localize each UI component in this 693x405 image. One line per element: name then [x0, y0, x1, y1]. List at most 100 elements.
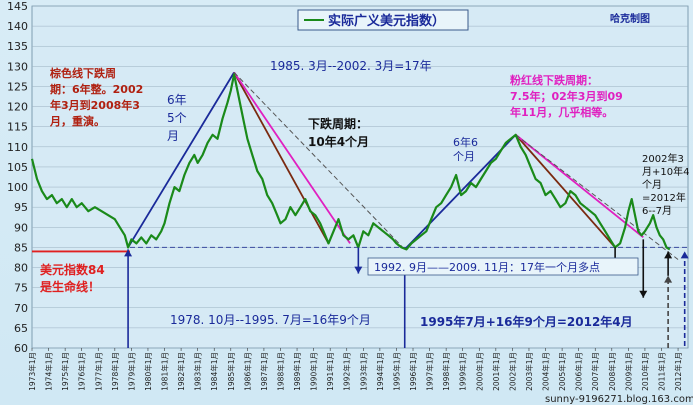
author-label: 哈克制图 — [610, 12, 650, 25]
x-tick-label: 2007年1月 — [590, 352, 600, 391]
annotation-life-line-1: 是生命线！ — [39, 279, 100, 294]
x-tick-label: 1977年1月 — [93, 352, 103, 391]
x-tick-label: 1989年1月 — [292, 352, 302, 391]
y-tick-label: 70 — [14, 302, 28, 315]
annotation-pink-line-0: 粉红线下跌周期： — [510, 73, 598, 87]
y-tick-label: 65 — [14, 322, 28, 335]
x-tick-label: 1995年1月 — [391, 352, 401, 391]
x-tick-label: 2002年1月 — [507, 352, 517, 391]
x-tick-label: 2006年1月 — [574, 352, 584, 391]
annotation-projection-line-0: 2002年3 — [642, 152, 684, 165]
x-tick-label: 1982年1月 — [176, 352, 186, 391]
x-tick-label: 1996年1月 — [408, 352, 418, 391]
annotation-brown-line-0: 棕色线下跌周 — [49, 66, 116, 80]
annotation-bottom2-line-0: 1995年7月+16年9个月=2012年4月 — [420, 314, 633, 329]
y-tick-label: 75 — [14, 282, 28, 295]
annotation-projection-line-2: 个月 — [642, 179, 662, 191]
annotation-down-line-1: 10年4个月 — [308, 134, 369, 149]
x-tick-label: 1976年1月 — [77, 352, 87, 391]
y-tick-label: 90 — [14, 221, 28, 234]
x-tick-label: 1992年1月 — [342, 352, 352, 391]
x-tick-label: 2000年1月 — [474, 352, 484, 391]
annotation-box-bg — [367, 257, 639, 276]
arrow-2012-head — [680, 251, 689, 259]
trend-line-6 — [515, 134, 644, 239]
y-tick-label: 135 — [7, 40, 28, 53]
trend-line-2 — [233, 71, 330, 244]
annotation-up1-line-2: 月 — [167, 129, 179, 143]
x-tick-label: 1975年1月 — [60, 352, 70, 391]
x-tick-label: 1983年1月 — [193, 352, 203, 391]
x-tick-label: 2001年1月 — [491, 352, 501, 391]
arrow-1992-head — [354, 266, 363, 274]
y-tick-label: 125 — [7, 80, 28, 93]
x-tick-label: 1973年1月 — [27, 352, 37, 391]
y-tick-label: 85 — [14, 241, 28, 254]
y-tick-label: 80 — [14, 262, 28, 275]
y-tick-label: 115 — [7, 121, 28, 134]
x-tick-label: 2003年1月 — [524, 352, 534, 391]
annotation-down-line-0: 下跌周期： — [308, 116, 368, 131]
x-tick-label: 1986年1月 — [242, 352, 252, 391]
x-tick-label: 1988年1月 — [275, 352, 285, 391]
x-tick-label: 1999年1月 — [458, 352, 468, 391]
arrow-2011-head — [664, 251, 673, 259]
title-box — [297, 9, 469, 31]
x-tick-label: 2008年1月 — [607, 352, 617, 391]
annotation-pink-line-1: 7.5年；02年3月到09 — [510, 89, 623, 103]
annotation-life-line-0: 美元指数84 — [40, 262, 105, 277]
x-tick-label: 2005年1月 — [557, 352, 567, 391]
watermark: sunny-9196271.blog.163.com — [545, 394, 693, 405]
trend-line-4 — [233, 72, 406, 250]
x-tick-label: 1987年1月 — [259, 352, 269, 391]
plot-area — [31, 5, 689, 349]
annotation-projection-line-4: 6--7月 — [642, 205, 672, 217]
x-tick-label: 1978年1月 — [110, 352, 120, 391]
y-tick-label: 130 — [7, 60, 28, 73]
annotation-pink-line-2: 年11月，几乎相等。 — [510, 105, 613, 119]
annotation-projection-line-1: 月+10年4 — [642, 165, 689, 178]
annotation-brown-line-1: 期：6年整。2002 — [50, 82, 143, 96]
x-tick-label: 1979年1月 — [126, 352, 136, 391]
x-tick-label: 1991年1月 — [325, 352, 335, 391]
y-tick-label: 110 — [7, 141, 28, 154]
x-tick-label: 1993年1月 — [358, 352, 368, 391]
x-tick-label: 1997年1月 — [425, 352, 435, 391]
x-tick-label: 1974年1月 — [44, 352, 54, 391]
trend-line-5 — [515, 134, 616, 249]
trend-line-3 — [233, 71, 351, 244]
y-tick-label: 140 — [7, 20, 28, 33]
annotation-projection-line-3: =2012年 — [642, 191, 686, 204]
trend-line-0 — [127, 71, 235, 248]
y-tick-label: 105 — [7, 161, 28, 174]
arrow-2011-dashed-head — [664, 275, 673, 283]
x-tick-label: 2011年1月 — [656, 352, 666, 391]
trend-line-7 — [515, 134, 679, 260]
annotation-up2-line-0: 6年6 — [453, 135, 478, 149]
x-tick-label: 2012年1月 — [673, 352, 683, 391]
annotation-brown-line-3: 月，重演。 — [49, 114, 105, 128]
y-tick-label: 145 — [7, 0, 28, 13]
x-tick-label: 2004年1月 — [541, 352, 551, 391]
annotation-bottom1-line-0: 1978. 10月--1995. 7月=16年9个月 — [170, 313, 371, 327]
y-tick-label: 95 — [14, 201, 28, 214]
x-tick-label: 1998年1月 — [441, 352, 451, 391]
annotation-up1-line-0: 6年 — [167, 93, 187, 107]
annotation-up1-line-1: 5个 — [167, 111, 187, 125]
x-tick-label: 2010年1月 — [640, 352, 650, 391]
x-tick-label: 1994年1月 — [375, 352, 385, 391]
x-tick-label: 2009年1月 — [623, 352, 633, 391]
chart-title: 实际广义美元指数） — [328, 13, 445, 29]
x-tick-label: 1980年1月 — [143, 352, 153, 391]
annotation-box-line-0: 1992. 9月——2009. 11月：17年一个月多点 — [374, 260, 600, 274]
arrow-1978-head — [124, 249, 133, 257]
y-tick-label: 120 — [7, 101, 28, 114]
annotation-period1-line-0: 1985. 3月--2002. 3月=17年 — [270, 59, 432, 73]
annotation-brown-line-2: 年3月到2008年3 — [50, 98, 140, 112]
annotation-up2-line-1: 个月 — [453, 150, 475, 163]
x-tick-label: 1985年1月 — [226, 352, 236, 391]
x-tick-label: 1981年1月 — [160, 352, 170, 391]
x-tick-label: 1984年1月 — [209, 352, 219, 391]
